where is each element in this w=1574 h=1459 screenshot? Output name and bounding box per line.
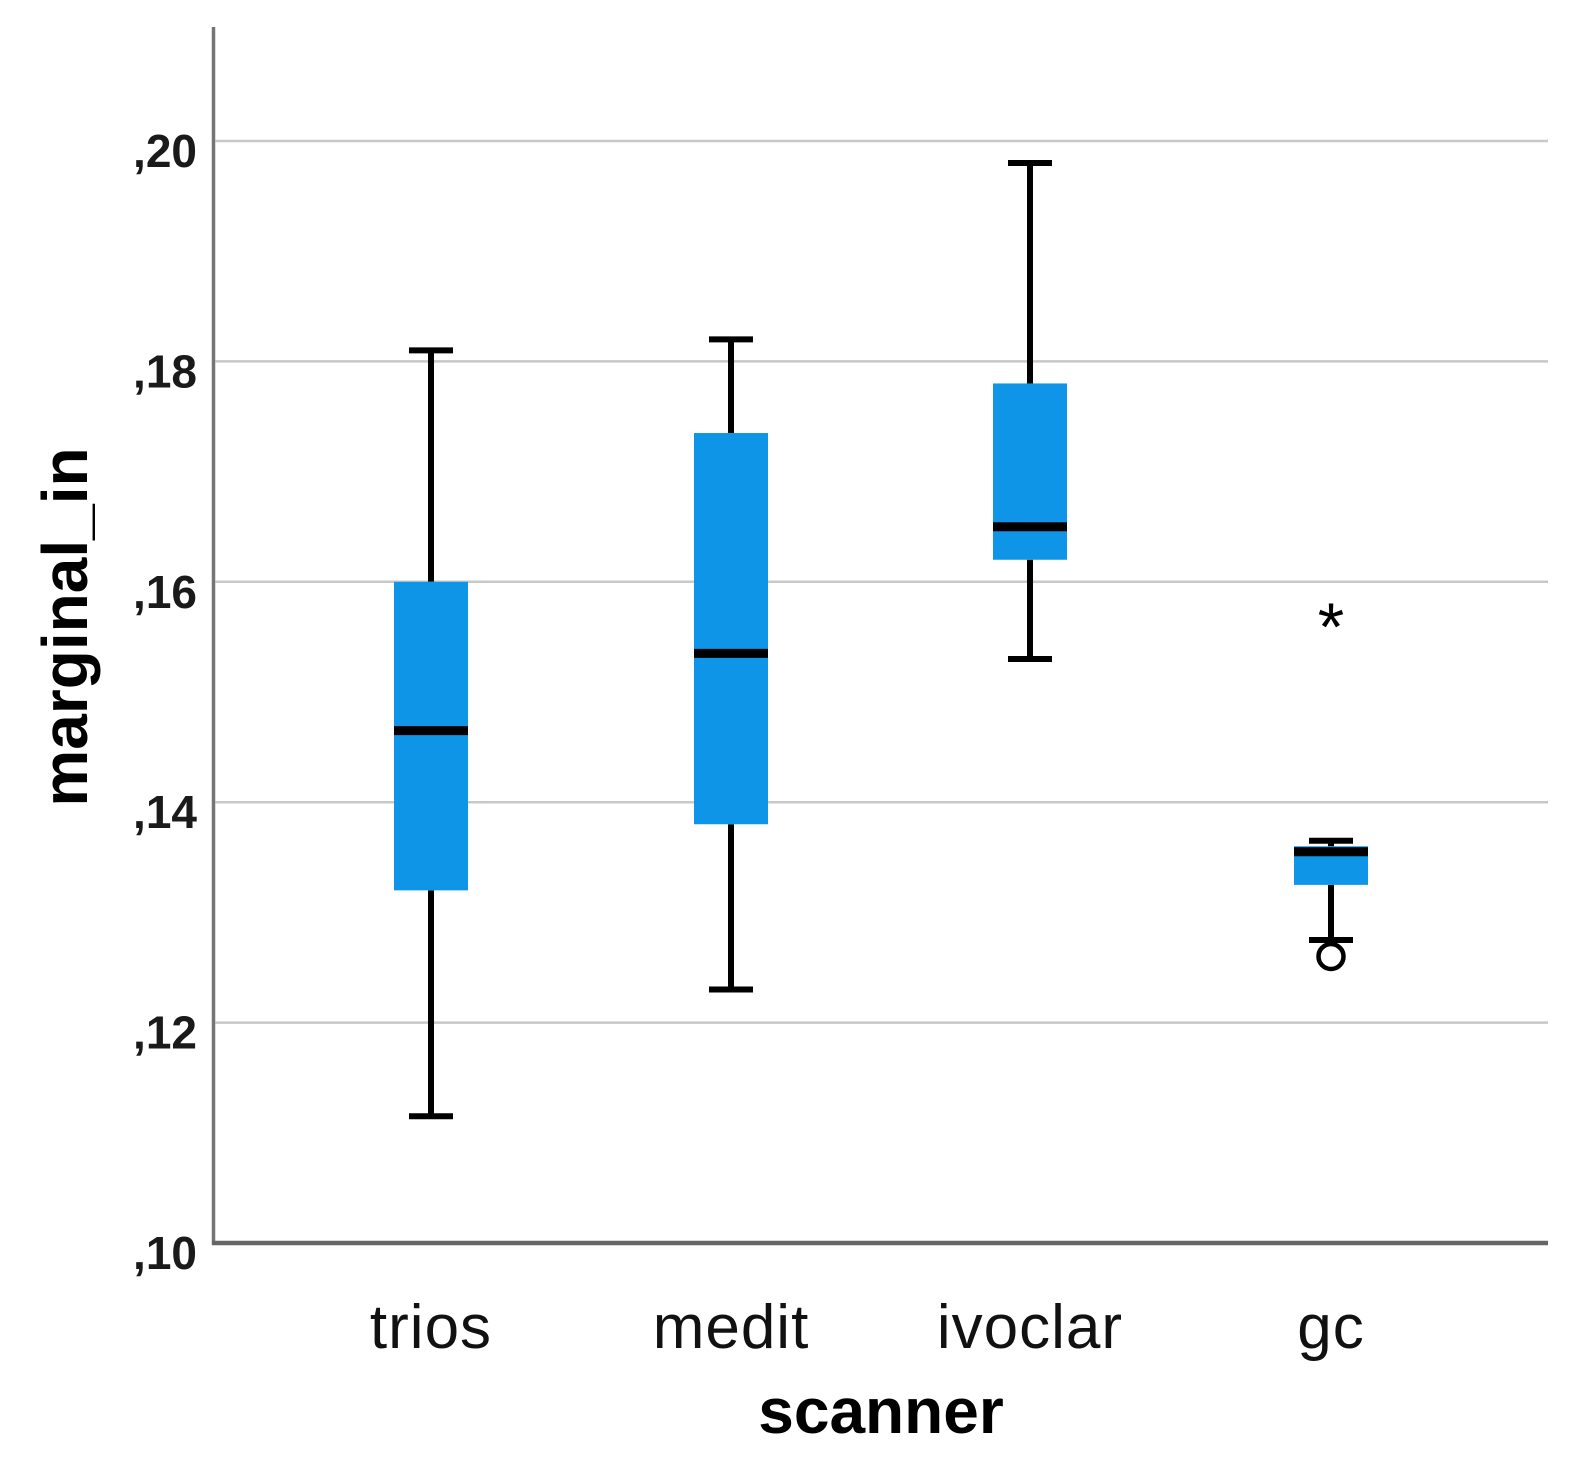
x-tick-label: gc [1297,1293,1364,1362]
outlier-asterisk: * [1318,589,1344,665]
y-tick-label: ,10 [133,1227,197,1279]
x-tick-label: ivoclar [937,1293,1123,1362]
x-tick-label: trios [370,1293,492,1362]
y-tick-label: ,12 [133,1007,197,1059]
y-tick-label: ,18 [133,345,197,397]
y-axis-title: marginal_in [29,447,101,806]
x-axis-title: scanner [758,1375,1003,1447]
iqr-box [694,433,768,825]
box-group-medit [694,336,768,993]
x-tick-label: medit [653,1293,810,1362]
tick-label-layer: ,10 ,12 ,14 ,16 ,18 ,20 trios medit ivoclar gc [133,125,1364,1362]
iqr-box [993,383,1067,560]
outlier-circle [1316,941,1346,972]
axis-layer [211,27,1548,1246]
y-tick-label: ,16 [133,566,197,618]
y-tick-label: ,14 [133,786,197,838]
box-group-ivoclar [993,160,1067,662]
iqr-box [394,581,468,891]
y-tick-label: ,20 [133,125,197,177]
box-group-trios [394,347,468,1120]
plot-layer: * [394,160,1368,1120]
box-group-gc: * [1294,589,1368,972]
